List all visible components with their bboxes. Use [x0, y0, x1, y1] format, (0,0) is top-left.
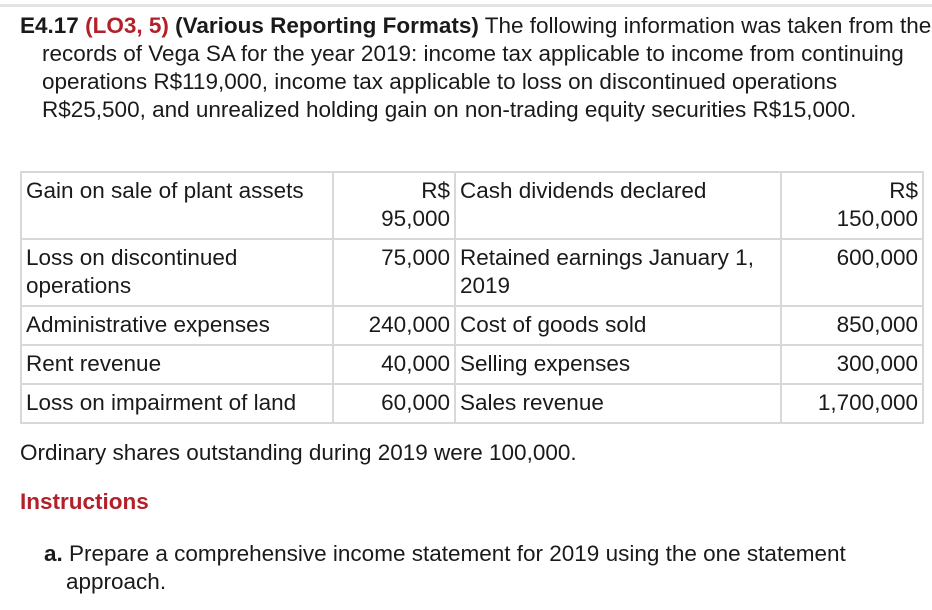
left-amount: 75,000 [332, 238, 456, 307]
left-amount: 240,000 [332, 305, 456, 346]
left-amount: R$ 95,000 [332, 171, 456, 240]
table-row: Rent revenue 40,000 Selling expenses 300… [20, 344, 924, 385]
right-amount: 850,000 [780, 305, 924, 346]
right-amount: R$ 150,000 [780, 171, 924, 240]
learning-objectives: (LO3, 5) [85, 13, 169, 38]
instruction-letter: a. [44, 541, 63, 566]
instruction-text: Prepare a comprehensive income statement… [66, 541, 846, 594]
table-row: Loss on impairment of land 60,000 Sales … [20, 383, 924, 424]
left-label: Loss on discontinued operations [20, 238, 334, 307]
right-amount: 600,000 [780, 238, 924, 307]
problem-number: E4.17 [20, 13, 79, 38]
left-amount: 60,000 [332, 383, 456, 424]
left-label: Gain on sale of plant assets [20, 171, 334, 240]
left-amount: 40,000 [332, 344, 456, 385]
problem-statement: E4.17 (LO3, 5) (Various Reporting Format… [20, 12, 932, 124]
right-label: Sales revenue [454, 383, 782, 424]
instructions-heading: Instructions [20, 489, 149, 514]
problem-body: The following information was taken from… [42, 13, 932, 122]
table-row: Gain on sale of plant assets R$ 95,000 Ca… [20, 171, 924, 240]
right-amount: 1,700,000 [780, 383, 924, 424]
right-label: Cost of goods sold [454, 305, 782, 346]
right-amount: 300,000 [780, 344, 924, 385]
shares-outstanding-note: Ordinary shares outstanding during 2019 … [20, 440, 577, 465]
right-label: Selling expenses [454, 344, 782, 385]
left-label: Loss on impairment of land [20, 383, 334, 424]
top-divider [0, 4, 932, 7]
problem-title: (Various Reporting Formats) [175, 13, 479, 38]
table-row: Loss on discontinued operations 75,000 R… [20, 238, 924, 307]
table-row: Administrative expenses 240,000 Cost of … [20, 305, 924, 346]
left-label: Administrative expenses [20, 305, 334, 346]
left-label: Rent revenue [20, 344, 334, 385]
right-label: Retained earnings January 1, 2019 [454, 238, 782, 307]
instruction-item: a. Prepare a comprehensive income statem… [44, 540, 932, 596]
right-label: Cash dividends declared [454, 171, 782, 240]
account-data-table: Gain on sale of plant assets R$ 95,000 Ca… [20, 171, 924, 424]
